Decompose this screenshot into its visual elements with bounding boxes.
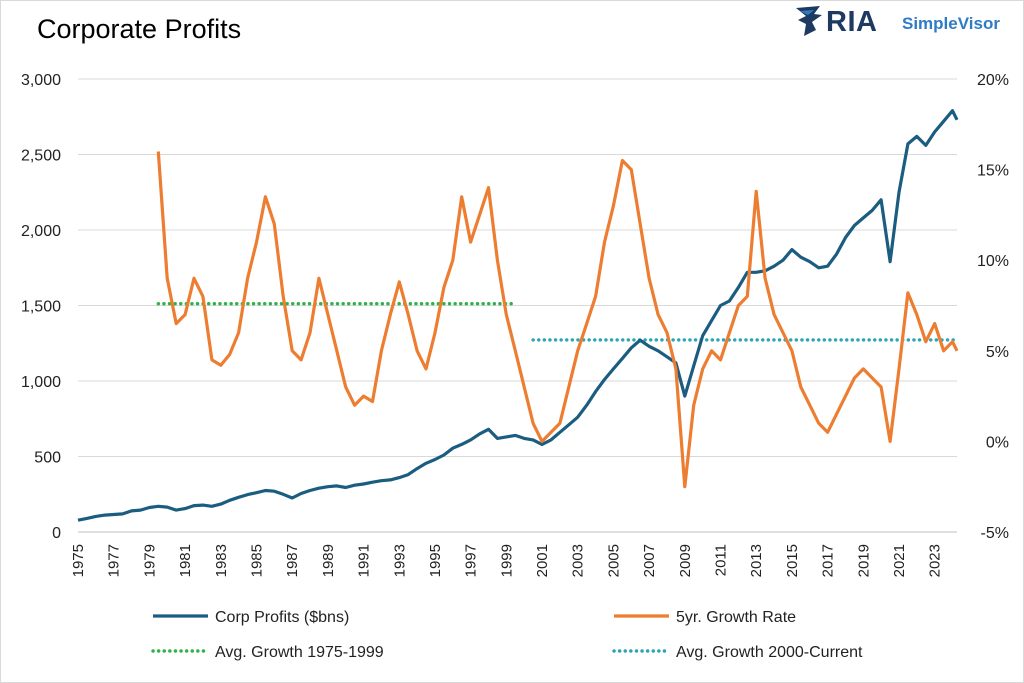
- right-tick-label: 0%: [986, 434, 1009, 451]
- x-tick-label: 1985: [248, 544, 265, 577]
- x-tick-label: 2007: [641, 544, 658, 577]
- right-tick-label: -5%: [981, 525, 1009, 542]
- right-tick-label: 5%: [986, 344, 1009, 361]
- x-tick-label: 2015: [784, 544, 801, 577]
- x-tick-label: 1975: [70, 544, 87, 577]
- left-tick-label: 0: [52, 525, 61, 542]
- x-tick-label: 2021: [891, 544, 908, 577]
- x-tick-label: 1995: [427, 544, 444, 577]
- x-tick-label: 2019: [855, 544, 872, 577]
- legend: Corp Profits ($bns) 5yr. Growth Rate Avg. …: [151, 609, 863, 661]
- right-tick-label: 20%: [977, 72, 1009, 89]
- legend-label: Avg. Growth 1975-1999: [215, 644, 384, 661]
- x-tick-label: 2003: [570, 544, 587, 577]
- left-axis-ticks: 0 500 1,000 1,500 2,000 2,500 3,000: [21, 72, 61, 542]
- right-axis-ticks: -5% 0% 5% 10% 15% 20%: [977, 72, 1009, 542]
- series-layer: [77, 109, 959, 522]
- x-tick-label: 2023: [927, 544, 944, 577]
- x-tick-label: 2005: [605, 544, 622, 577]
- x-tick-label: 1979: [141, 544, 158, 577]
- legend-label: 5yr. Growth Rate: [676, 609, 796, 626]
- left-tick-label: 2,000: [21, 223, 61, 240]
- x-tick-label: 1997: [463, 544, 480, 577]
- x-tick-label: 2001: [534, 544, 551, 577]
- grid-lines: [78, 78, 957, 533]
- left-tick-label: 500: [34, 450, 61, 467]
- right-tick-label: 10%: [977, 253, 1009, 270]
- left-tick-label: 1,000: [21, 374, 61, 391]
- left-tick-label: 2,500: [21, 148, 61, 165]
- x-tick-label: 1993: [391, 544, 408, 577]
- chart-title: Corporate Profits: [37, 14, 242, 44]
- x-tick-label: 1981: [177, 544, 194, 577]
- legend-label: Corp Profits ($bns): [215, 609, 349, 626]
- x-tick-label: 2013: [748, 544, 765, 577]
- series-line-1: [156, 151, 959, 489]
- right-tick-label: 15%: [977, 163, 1009, 180]
- eagle-icon: [796, 6, 822, 36]
- x-tick-label: 1991: [356, 544, 373, 577]
- left-tick-label: 1,500: [21, 299, 61, 316]
- x-tick-label: 1983: [213, 544, 230, 577]
- brand-name: RIA: [826, 6, 878, 38]
- brand-product: SimpleVisor: [902, 14, 1000, 33]
- x-tick-label: 2017: [820, 544, 837, 577]
- x-tick-label: 1999: [498, 544, 515, 577]
- series-line-0: [77, 109, 959, 522]
- brand-logo: RIA SimpleVisor: [794, 4, 1000, 40]
- x-tick-label: 2009: [677, 544, 694, 577]
- left-tick-label: 3,000: [21, 72, 61, 89]
- x-tick-label: 1989: [320, 544, 337, 577]
- x-tick-label: 2011: [713, 544, 730, 576]
- x-tick-label: 1987: [284, 544, 301, 577]
- x-tick-label: 1977: [106, 544, 123, 577]
- x-axis-ticks: 1975 1977 1979 1981 1983 1985 1987 1989 1991 1993…: [70, 544, 944, 577]
- legend-label: Avg. Growth 2000-Current: [676, 644, 863, 661]
